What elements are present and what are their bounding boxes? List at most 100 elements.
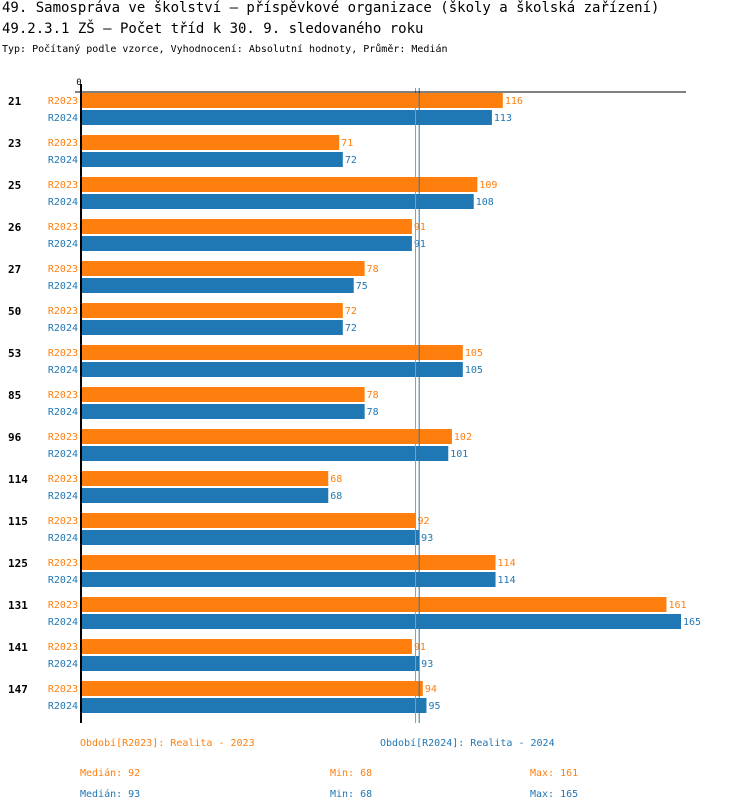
series-label: R2024	[48, 323, 78, 334]
bar-r2024	[81, 530, 420, 545]
data-label: 161	[668, 600, 686, 611]
category-label: 21	[8, 95, 22, 108]
bar-r2024	[81, 152, 343, 167]
data-label: 72	[345, 306, 357, 317]
data-label: 91	[414, 222, 426, 233]
chart-subtitle: 49.2.3.1 ZŠ – Počet tříd k 30. 9. sledov…	[2, 21, 424, 37]
bar-r2024	[81, 236, 412, 251]
data-label: 93	[421, 533, 433, 544]
data-label: 78	[367, 264, 379, 275]
data-label: 113	[494, 113, 512, 124]
data-label: 92	[418, 516, 430, 527]
data-label: 75	[356, 281, 368, 292]
series-label: R2024	[48, 449, 78, 460]
data-label: 68	[330, 474, 342, 485]
data-label: 109	[479, 180, 497, 191]
data-label: 114	[498, 575, 516, 586]
series-label: R2024	[48, 407, 78, 418]
series-label: R2023	[48, 348, 78, 359]
bar-r2023	[81, 597, 667, 612]
bar-r2023	[81, 387, 365, 402]
bar-r2024	[81, 656, 420, 671]
category-label: 96	[8, 431, 22, 444]
category-label: 131	[8, 599, 28, 612]
category-label: 85	[8, 389, 21, 402]
bar-r2023	[81, 261, 365, 276]
stat-min-r2023: Min: 68	[330, 768, 373, 779]
bar-r2023	[81, 219, 412, 234]
bar-r2023	[81, 681, 423, 696]
series-label: R2023	[48, 474, 78, 485]
bar-r2024	[81, 572, 496, 587]
bar-r2023	[81, 639, 412, 654]
category-label: 27	[8, 263, 21, 276]
chart-title: 49. Samospráva ve školství – příspěvkové…	[2, 0, 660, 16]
category-label: 114	[8, 473, 28, 486]
bar-r2024	[81, 488, 329, 503]
series-label: R2024	[48, 617, 78, 628]
bar-r2024	[81, 446, 449, 461]
chart-info: Typ: Počítaný podle vzorce, Vyhodnocení:…	[2, 44, 448, 55]
stat-max-r2023: Max: 161	[530, 768, 579, 779]
bar-r2024	[81, 110, 492, 125]
category-label: 125	[8, 557, 28, 570]
bar-r2024	[81, 278, 354, 293]
series-label: R2023	[48, 684, 78, 695]
data-label: 101	[450, 449, 468, 460]
data-label: 78	[367, 390, 379, 401]
data-label: 116	[505, 96, 523, 107]
stat-median-r2024: Medián: 93	[80, 789, 141, 800]
category-label: 23	[8, 137, 21, 150]
series-label: R2024	[48, 491, 78, 502]
bar-r2023	[81, 135, 340, 150]
category-label: 147	[8, 683, 28, 696]
data-label: 72	[345, 155, 357, 166]
data-label: 78	[367, 407, 379, 418]
series-label: R2024	[48, 659, 78, 670]
data-label: 105	[465, 348, 483, 359]
bar-r2024	[81, 614, 681, 629]
series-label: R2023	[48, 96, 78, 107]
data-label: 68	[330, 491, 342, 502]
data-label: 102	[454, 432, 472, 443]
series-label: R2023	[48, 264, 78, 275]
legend-r2024: Období[R2024]: Realita - 2024	[380, 738, 555, 749]
series-label: R2024	[48, 575, 78, 586]
series-label: R2023	[48, 642, 78, 653]
data-label: 72	[345, 323, 357, 334]
series-label: R2024	[48, 113, 78, 124]
x-tick-label: 0	[76, 78, 81, 88]
data-label: 95	[428, 701, 440, 712]
data-label: 165	[683, 617, 701, 628]
stat-median-r2023: Medián: 92	[80, 768, 141, 779]
data-label: 71	[341, 138, 353, 149]
stat-max-r2024: Max: 165	[530, 789, 579, 800]
bar-r2023	[81, 177, 478, 192]
series-label: R2023	[48, 516, 78, 527]
category-label: 50	[8, 305, 21, 318]
bar-r2023	[81, 471, 329, 486]
series-label: R2023	[48, 138, 78, 149]
data-label: 114	[498, 558, 516, 569]
series-label: R2024	[48, 155, 78, 166]
bar-r2024	[81, 404, 365, 419]
bar-r2023	[81, 513, 416, 528]
series-label: R2023	[48, 600, 78, 611]
series-label: R2023	[48, 306, 78, 317]
bar-r2023	[81, 429, 452, 444]
data-label: 108	[476, 197, 494, 208]
category-label: 25	[8, 179, 21, 192]
category-label: 53	[8, 347, 21, 360]
bar-r2024	[81, 698, 427, 713]
data-label: 105	[465, 365, 483, 376]
series-label: R2024	[48, 365, 78, 376]
category-label: 141	[8, 641, 28, 654]
bar-r2024	[81, 194, 474, 209]
bar-r2023	[81, 555, 496, 570]
bar-r2023	[81, 345, 463, 360]
series-label: R2023	[48, 390, 78, 401]
bar-r2023	[81, 93, 503, 108]
series-label: R2024	[48, 533, 78, 544]
series-label: R2023	[48, 180, 78, 191]
legend-r2023: Období[R2023]: Realita - 2023	[80, 738, 255, 749]
